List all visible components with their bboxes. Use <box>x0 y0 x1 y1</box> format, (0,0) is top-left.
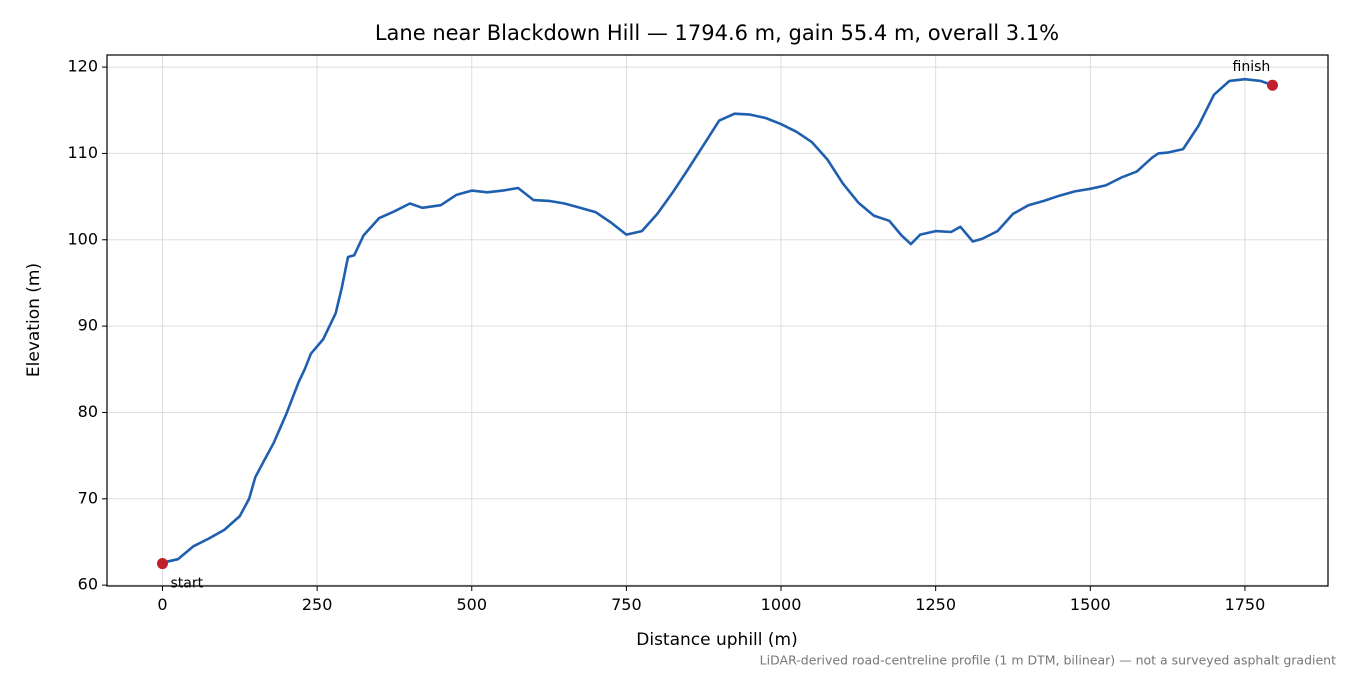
y-axis-label: Elevation (m) <box>24 263 44 377</box>
x-tick-label: 1750 <box>1225 595 1266 614</box>
y-tick-label: 80 <box>78 402 98 421</box>
line-series <box>162 77 1273 564</box>
y-tick-label: 60 <box>78 575 98 594</box>
x-tick-label: 250 <box>302 595 333 614</box>
x-tick-label: 1000 <box>761 595 802 614</box>
endpoint-marker <box>1267 79 1279 91</box>
x-tick-label: 500 <box>456 595 487 614</box>
endpoint-marker <box>156 558 168 570</box>
x-axis-label: Distance uphill (m) <box>636 630 797 650</box>
x-tick-label: 1500 <box>1070 595 1111 614</box>
footnote: LiDAR-derived road-centreline profile (1… <box>760 653 1336 668</box>
endpoint-label: finish <box>1233 59 1271 75</box>
y-tick-label: 90 <box>78 316 98 335</box>
x-tick-label: 0 <box>157 595 167 614</box>
plot-frame <box>106 54 1329 587</box>
chart-title: Lane near Blackdown Hill — 1794.6 m, gai… <box>375 21 1059 45</box>
y-tick-label: 100 <box>67 229 98 248</box>
y-tick-label: 120 <box>67 57 98 76</box>
y-tick-label: 70 <box>78 488 98 507</box>
endpoint-label: start <box>170 576 203 592</box>
y-tick-label: 110 <box>67 143 98 162</box>
x-tick-label: 1250 <box>915 595 956 614</box>
x-tick-label: 750 <box>611 595 642 614</box>
